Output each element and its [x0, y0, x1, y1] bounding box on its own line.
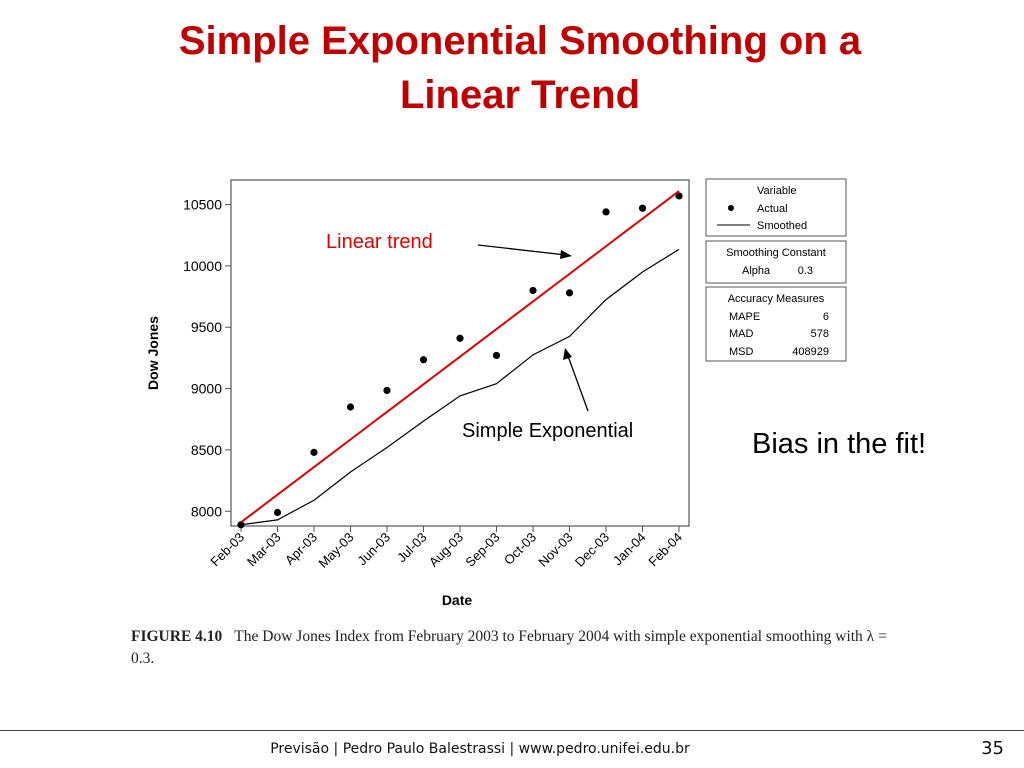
- actual-point: [273, 508, 282, 517]
- linear-trend-callout: Linear trend: [326, 231, 433, 253]
- y-axis-label: Dow Jones: [145, 316, 161, 390]
- linear-trend-line: [240, 190, 680, 524]
- trend-arrow-line: [477, 244, 567, 256]
- legend-actual-marker: [728, 205, 734, 211]
- x-tick-label: Feb-04: [645, 530, 685, 570]
- actual-point: [310, 448, 318, 456]
- x-tick-label: Dec-03: [572, 530, 612, 570]
- smoothed-line: [240, 248, 680, 526]
- x-tick-label: Mar-03: [244, 530, 284, 570]
- ses-arrowhead: [563, 348, 572, 360]
- actual-point: [492, 351, 501, 360]
- actual-point: [456, 334, 464, 342]
- figure-label: FIGURE 4.10: [131, 628, 223, 645]
- figure-caption-text: The Dow Jones Index from February 2003 t…: [131, 628, 887, 667]
- y-tick-label: 8000: [191, 503, 222, 519]
- msd-label: MSD: [729, 346, 754, 358]
- x-tick-label: May-03: [315, 530, 356, 571]
- y-tick-label: 10500: [183, 197, 222, 213]
- smoothing-constant-box: Smoothing Constant Alpha 0.3: [705, 240, 847, 284]
- y-tick-label: 10000: [183, 258, 222, 274]
- y-tick-label: 8500: [191, 442, 222, 458]
- legend-box: Variable Actual Smoothed: [705, 178, 847, 237]
- x-tick-label: Nov-03: [535, 530, 575, 570]
- actual-point: [602, 208, 610, 216]
- x-tick-label: Sep-03: [462, 530, 502, 570]
- mad-label: MAD: [729, 328, 754, 340]
- page-number: 35: [981, 738, 1004, 759]
- actual-point: [346, 403, 355, 411]
- accuracy-measures-box: Accuracy Measures MAPE 6 MAD 578 MSD 408…: [705, 286, 847, 362]
- legend-title: Variable: [757, 185, 797, 197]
- x-tick-label: Jan-04: [610, 530, 649, 569]
- bias-note: Bias in the fit!: [752, 428, 927, 460]
- mape-label: MAPE: [729, 311, 760, 323]
- simple-exponential-callout: Simple Exponential: [462, 420, 634, 442]
- ses-arrow-line: [567, 355, 589, 412]
- msd-value: 408929: [792, 346, 829, 358]
- footer-text: Previsão | Pedro Paulo Balestrassi | www…: [270, 741, 690, 757]
- x-tick-label: Jun-03: [354, 530, 393, 569]
- x-tick-label: Aug-03: [426, 530, 466, 570]
- series-layer: [237, 190, 683, 529]
- annotation-arrows: [477, 244, 589, 412]
- actual-point: [383, 386, 391, 395]
- smoothing-constant-title: Smoothing Constant: [726, 247, 826, 259]
- actual-point: [638, 204, 647, 212]
- actual-point: [675, 192, 683, 200]
- legend-actual-label: Actual: [757, 203, 788, 215]
- slide-title-line-2: Linear Trend: [399, 73, 641, 117]
- actual-point: [565, 289, 574, 297]
- y-tick-label: 9500: [191, 319, 222, 335]
- slide-title: Simple Exponential Smoothing on a Linear…: [60, 14, 980, 122]
- actual-point: [419, 356, 428, 364]
- alpha-value: 0.3: [798, 265, 813, 277]
- accuracy-measures-title: Accuracy Measures: [728, 293, 825, 305]
- x-tick-label: Feb-03: [207, 530, 247, 570]
- x-tick-label: Oct-03: [501, 530, 539, 568]
- slide-title-line-1: Simple Exponential Smoothing on a: [178, 19, 862, 63]
- y-tick-label: 9000: [191, 381, 222, 397]
- actual-point: [529, 286, 537, 295]
- trend-arrowhead: [560, 250, 572, 259]
- footer-divider: [0, 730, 1024, 731]
- figure-caption: FIGURE 4.10 The Dow Jones Index from Febr…: [131, 626, 891, 670]
- mape-value: 6: [823, 311, 829, 323]
- y-axis: 8000 8500 9000 9500 10000 10500: [183, 197, 231, 519]
- x-axis-label: Date: [442, 592, 473, 608]
- legend-smoothed-label: Smoothed: [757, 220, 807, 232]
- plot-frame: [230, 179, 690, 527]
- mad-value: 578: [811, 328, 829, 340]
- x-tick-label: Apr-03: [282, 530, 320, 568]
- alpha-label: Alpha: [742, 265, 771, 277]
- x-tick-label: Jul-03: [394, 530, 430, 566]
